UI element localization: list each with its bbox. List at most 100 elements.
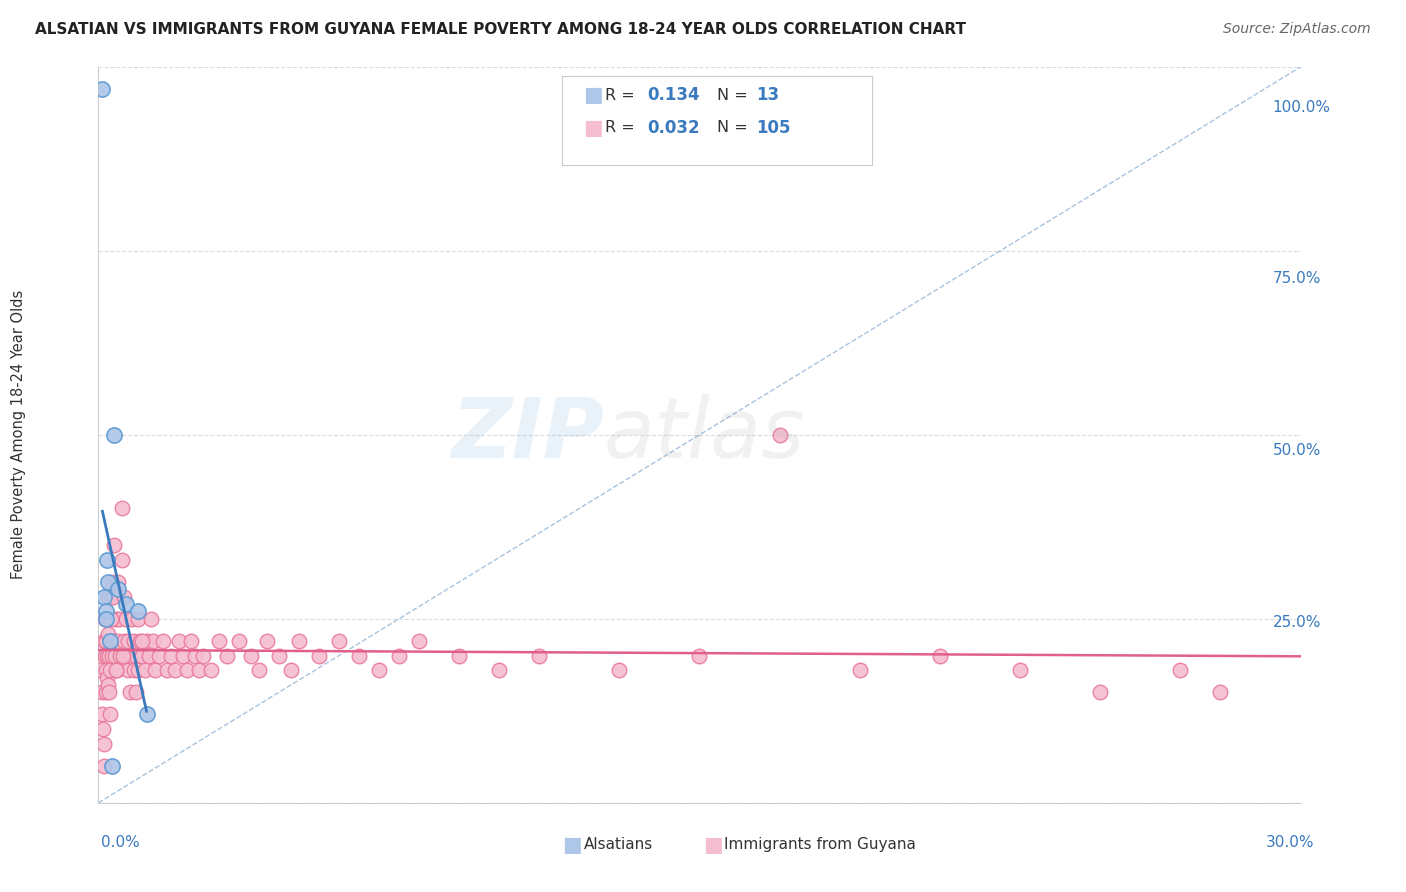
- Point: [100, 648, 122, 663]
- Point: [98, 685, 121, 699]
- Point: [124, 633, 146, 648]
- Point: [256, 633, 278, 648]
- Point: [94, 664, 117, 678]
- Point: [97, 648, 120, 663]
- Point: [117, 633, 139, 648]
- Point: [105, 664, 128, 678]
- Point: [91, 707, 114, 722]
- Point: [172, 648, 194, 663]
- Point: [103, 538, 125, 552]
- Text: 30.0%: 30.0%: [1267, 836, 1315, 850]
- Point: [159, 648, 181, 663]
- Point: [114, 648, 136, 663]
- Point: [89, 664, 111, 678]
- Point: [112, 648, 135, 663]
- Point: [135, 633, 157, 648]
- Point: [115, 597, 138, 611]
- Point: [1209, 685, 1232, 699]
- Point: [97, 678, 120, 692]
- Point: [347, 648, 370, 663]
- Text: ■: ■: [703, 835, 723, 855]
- Point: [228, 633, 250, 648]
- Point: [135, 707, 157, 722]
- Point: [98, 707, 121, 722]
- Text: 0.0%: 0.0%: [101, 836, 141, 850]
- Point: [163, 664, 186, 678]
- Text: Immigrants from Guyana: Immigrants from Guyana: [724, 838, 915, 852]
- Text: 0.032: 0.032: [647, 119, 699, 136]
- Point: [388, 648, 411, 663]
- Point: [103, 633, 125, 648]
- Point: [239, 648, 262, 663]
- Point: [100, 612, 122, 626]
- Text: ■: ■: [562, 835, 582, 855]
- Point: [111, 553, 134, 567]
- Point: [128, 605, 150, 619]
- Text: 100.0%: 100.0%: [1272, 100, 1330, 114]
- Text: 75.0%: 75.0%: [1272, 271, 1320, 286]
- Point: [101, 574, 124, 589]
- Point: [849, 664, 872, 678]
- Point: [93, 737, 115, 751]
- Point: [96, 553, 118, 567]
- Point: [1088, 685, 1111, 699]
- Point: [93, 633, 115, 648]
- Text: 0.134: 0.134: [647, 87, 699, 104]
- Point: [101, 759, 124, 773]
- Point: [93, 590, 115, 604]
- Point: [131, 648, 153, 663]
- Point: [328, 633, 350, 648]
- Text: R =: R =: [605, 88, 640, 103]
- Point: [131, 633, 153, 648]
- Point: [112, 633, 135, 648]
- Point: [1008, 664, 1031, 678]
- Point: [408, 633, 430, 648]
- Point: [103, 427, 125, 442]
- Point: [308, 648, 330, 663]
- Point: [111, 501, 134, 516]
- Point: [138, 648, 160, 663]
- Point: [191, 648, 214, 663]
- Point: [97, 626, 120, 640]
- Point: [267, 648, 290, 663]
- Text: ZIP: ZIP: [451, 394, 603, 475]
- Point: [120, 685, 142, 699]
- Point: [148, 648, 170, 663]
- Point: [100, 633, 122, 648]
- Point: [97, 590, 120, 604]
- Point: [104, 648, 127, 663]
- Point: [121, 648, 143, 663]
- Point: [128, 612, 150, 626]
- Point: [529, 648, 551, 663]
- Point: [96, 671, 118, 685]
- Point: [94, 612, 117, 626]
- Point: [180, 633, 202, 648]
- Point: [107, 633, 129, 648]
- Point: [143, 664, 166, 678]
- Point: [688, 648, 710, 663]
- Point: [114, 590, 136, 604]
- Point: [108, 612, 131, 626]
- Point: [94, 648, 117, 663]
- Point: [100, 612, 122, 626]
- Point: [96, 633, 118, 648]
- Point: [155, 664, 177, 678]
- Point: [929, 648, 952, 663]
- Text: N =: N =: [717, 120, 754, 135]
- Point: [125, 685, 148, 699]
- Text: 50.0%: 50.0%: [1272, 443, 1320, 458]
- Point: [91, 723, 114, 737]
- Point: [98, 664, 121, 678]
- Point: [215, 648, 238, 663]
- Text: Source: ZipAtlas.com: Source: ZipAtlas.com: [1223, 22, 1371, 37]
- Point: [134, 664, 156, 678]
- Point: [187, 664, 209, 678]
- Point: [139, 612, 162, 626]
- Point: [287, 633, 309, 648]
- Point: [105, 664, 128, 678]
- Point: [609, 664, 631, 678]
- Text: Alsatians: Alsatians: [583, 838, 652, 852]
- Point: [101, 590, 124, 604]
- Point: [96, 648, 118, 663]
- Point: [447, 648, 470, 663]
